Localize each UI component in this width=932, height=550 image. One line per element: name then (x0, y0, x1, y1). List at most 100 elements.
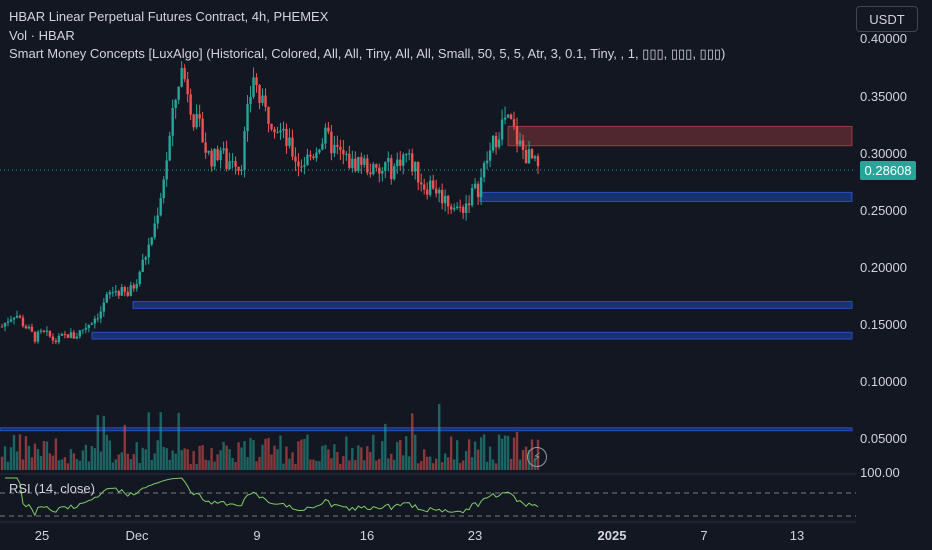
volume-bar (63, 457, 67, 470)
volume-bar (252, 440, 255, 470)
candle-body (527, 149, 531, 164)
volume-bar (360, 447, 363, 470)
x-tick-label: Dec (125, 528, 149, 543)
candle-body (51, 336, 55, 341)
volume-bar (249, 437, 252, 470)
candle-body (452, 208, 456, 210)
candle-body (261, 95, 264, 103)
volume-bar (123, 424, 126, 470)
volume-bar (354, 459, 357, 470)
volume-bar (333, 444, 336, 470)
demand-zone (91, 331, 853, 340)
volume-bar (246, 457, 249, 470)
volume-bar (201, 445, 204, 470)
candle-body (198, 114, 201, 119)
candle-body (414, 161, 417, 172)
volume-bar (345, 436, 348, 470)
candle-body (458, 206, 462, 208)
volume-bar (18, 434, 22, 470)
candle-body (285, 128, 288, 146)
candle-body (321, 143, 324, 150)
candle-body (476, 183, 480, 197)
candle-body (249, 96, 252, 105)
y-tick-label: 0.25000 (860, 203, 907, 218)
candle-body (288, 137, 291, 146)
y-tick-label: 0.30000 (860, 146, 907, 161)
lightning-icon[interactable]: ⚡ (527, 447, 547, 467)
currency-button[interactable]: USDT (856, 6, 918, 32)
candle-body (279, 130, 282, 133)
supply-zone (507, 125, 853, 147)
volume-bar (66, 463, 70, 470)
volume-bar (30, 457, 34, 470)
candle-body (72, 332, 76, 339)
volume-bar (342, 456, 345, 470)
candle-body (357, 156, 360, 171)
candle-body (123, 287, 126, 292)
volume-bar (96, 415, 100, 470)
candle-body (75, 336, 79, 339)
volume-bar (467, 439, 471, 470)
candle-body (491, 135, 495, 151)
volume-bar (147, 412, 150, 470)
candle-body (180, 68, 183, 87)
volume-bar (321, 445, 324, 470)
candle-body (434, 188, 438, 194)
candle-body (366, 158, 369, 173)
volume-bar (411, 413, 414, 470)
volume-bar (150, 459, 153, 470)
volume-bar (153, 453, 156, 470)
candle-body (117, 291, 120, 296)
candle-body (315, 152, 318, 159)
candle-body (252, 77, 255, 97)
candle-body (66, 334, 70, 338)
volume-bar (222, 441, 225, 470)
volume-bar (111, 462, 114, 470)
volume-bar (473, 441, 477, 470)
candle-body (297, 161, 300, 167)
candle-body (276, 132, 279, 134)
volume-bar (69, 449, 73, 470)
volume-bar (132, 454, 135, 470)
volume-bar (9, 447, 13, 470)
volume-bar (420, 461, 423, 470)
volume-bar (494, 463, 498, 470)
volume-bar (443, 453, 447, 470)
volume-bar (402, 455, 405, 470)
volume-bar (165, 448, 168, 470)
x-tick-label: 2025 (597, 528, 627, 543)
candle-body (237, 166, 240, 171)
candle-body (345, 153, 348, 155)
candle-body (162, 179, 165, 199)
volume-bar (387, 458, 390, 470)
volume-bar (228, 449, 231, 470)
volume-bar (72, 453, 76, 470)
candle-body (440, 189, 444, 204)
volume-bar (114, 459, 117, 470)
candle-body (533, 156, 537, 159)
candle-body (354, 158, 357, 171)
candle-body (512, 119, 516, 127)
volume-bar (159, 412, 162, 470)
candle-body (156, 215, 159, 224)
candle-body (24, 326, 28, 329)
volume-bar (279, 435, 282, 470)
candle-body (105, 294, 109, 303)
candle-body (3, 322, 7, 327)
candle-body (303, 165, 306, 167)
candles (0, 61, 540, 345)
y-tick-label: 0.10000 (860, 374, 907, 389)
volume-bar (57, 460, 61, 470)
volume-bar (488, 446, 492, 470)
volume-bar (210, 448, 213, 470)
volume-bar (87, 461, 91, 470)
candle-body (267, 106, 270, 124)
volume-bar (357, 445, 360, 470)
volume-bar (423, 449, 426, 470)
volume-bar (470, 457, 474, 470)
volume-bar (234, 461, 237, 470)
volume-bar (506, 435, 510, 470)
candle-body (219, 150, 222, 161)
volume-bar (351, 447, 354, 470)
